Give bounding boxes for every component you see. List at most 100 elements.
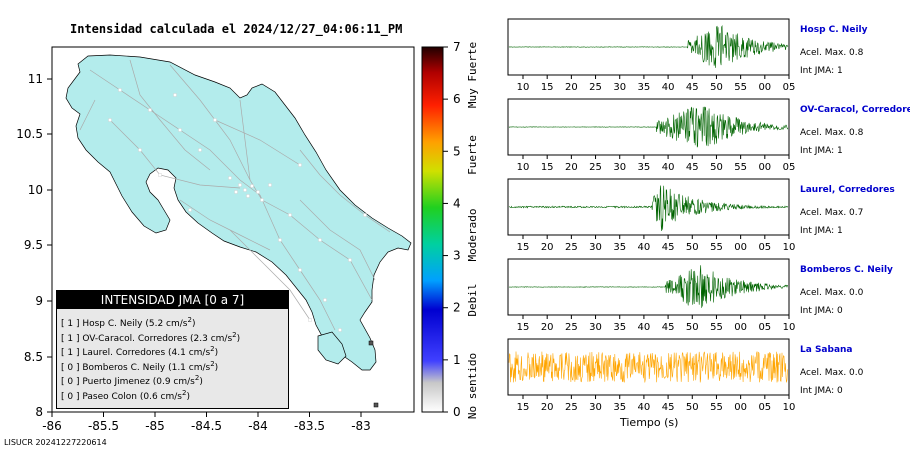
road-line	[229, 229, 311, 321]
station-accel: Acel. Max. 0.8	[800, 48, 864, 58]
time-tick-label: 30	[589, 322, 602, 333]
legend-accel-exponent: 2	[232, 330, 237, 339]
colorbar-tick-label: 3	[453, 249, 461, 263]
site-marker	[323, 298, 327, 302]
time-tick-label: 00	[734, 402, 747, 413]
time-tick-label: 40	[638, 242, 651, 253]
lat-tick-label: 9	[35, 294, 43, 308]
legend-accel-exponent: 2	[187, 316, 192, 324]
site-marker	[158, 173, 162, 177]
lat-tick-label: 8.5	[24, 350, 43, 364]
legend-row: [ 0 ] Bomberos C. Neily (1.1 cm/s2)	[57, 357, 288, 373]
legend-station-name: Puerto Jimenez	[82, 377, 153, 387]
station-name: Laurel, Corredores	[800, 185, 895, 195]
time-tick-label: 55	[710, 322, 723, 333]
station-accel: Acel. Max. 0.0	[800, 288, 864, 298]
station-jma-intensity: Int JMA: 1	[800, 66, 843, 76]
legend-accel-close: )	[236, 333, 241, 344]
time-tick-label: 15	[541, 82, 554, 93]
site-marker	[238, 183, 242, 187]
colorbar	[421, 46, 444, 413]
lon-tick-label: -83	[351, 419, 371, 433]
intensity-legend: INTENSIDAD JMA [0 a 7] [ 1 ] Hosp C. Nei…	[56, 290, 289, 409]
station-name: Hosp C. Neily	[800, 25, 868, 35]
road-line	[299, 149, 391, 233]
colorbar-tick-label: 6	[453, 92, 461, 106]
legend-title: INTENSIDAD JMA [0 a 7]	[57, 291, 288, 309]
colorbar-tick-label: 4	[453, 196, 461, 210]
time-tick-label: 30	[589, 402, 602, 413]
time-tick-label: 45	[686, 82, 699, 93]
station-jma-intensity: Int JMA: 1	[800, 146, 843, 156]
station-jma-intensity: Int JMA: 0	[800, 306, 843, 316]
costa-rica-land	[65, 54, 412, 371]
colorbar-category-label: Moderado	[466, 209, 479, 262]
legend-accel: (0.9 cm/s	[152, 377, 195, 387]
time-tick-label: 25	[589, 162, 602, 173]
station-accel: Acel. Max. 0.8	[800, 128, 864, 138]
site-marker	[188, 208, 192, 212]
legend-accel: (4.1 cm/s	[168, 348, 211, 358]
legend-accel-exponent: 2	[194, 374, 200, 382]
time-tick-label: 10	[517, 82, 530, 93]
time-tick-label: 45	[662, 402, 675, 413]
road-line	[214, 119, 301, 166]
time-tick-label: 35	[638, 82, 651, 93]
lat-tick-label: 11	[28, 72, 43, 86]
lat-tick-label: 8	[35, 405, 43, 419]
time-tick-label: 05	[758, 322, 771, 333]
time-tick-label: 15	[517, 322, 530, 333]
site-marker	[118, 88, 122, 92]
colorbar-category-label: Muy Fuerte	[466, 42, 479, 108]
colorbar-tick-label: 5	[453, 144, 461, 158]
legend-accel-close: )	[186, 391, 190, 402]
legend-level: [ 0 ]	[61, 377, 83, 387]
legend-row: [ 0 ] Paseo Colon (0.6 cm/s2)	[57, 386, 288, 402]
time-tick-label: 15	[541, 162, 554, 173]
time-tick-label: 50	[686, 242, 699, 253]
time-tick-label: 55	[734, 162, 747, 173]
legend-row: [ 1 ] OV-Caracol. Corredores (2.3 cm/s2)	[57, 328, 288, 344]
time-axis-label: Tiempo (s)	[620, 416, 679, 429]
site-marker	[138, 148, 142, 152]
time-tick-label: 05	[758, 242, 771, 253]
time-tick-label: 10	[783, 402, 796, 413]
site-marker	[243, 188, 247, 192]
lon-tick-label: -86	[42, 419, 62, 433]
time-tick-label: 05	[783, 82, 796, 93]
colorbar-tick-label: 2	[453, 301, 461, 315]
waveform-trace	[508, 351, 789, 383]
time-tick-label: 00	[758, 82, 771, 93]
legend-accel-close: )	[199, 377, 203, 387]
station-jma-intensity: Int JMA: 0	[800, 386, 843, 396]
time-tick-label: 15	[517, 402, 530, 413]
time-tick-label: 20	[541, 402, 554, 413]
site-marker	[213, 118, 217, 122]
road-line	[239, 99, 373, 301]
lon-tick-label: -84.5	[191, 419, 222, 433]
time-tick-label: 20	[541, 322, 554, 333]
legend-accel-exponent: 2	[210, 359, 215, 368]
legend-accel: (5.2 cm/s	[145, 319, 188, 329]
site-marker	[256, 190, 260, 194]
site-marker	[308, 318, 312, 322]
station-name: Bomberos C. Neily	[800, 265, 893, 275]
footer-id: LISUCR 20241227220614	[4, 438, 107, 447]
station-accel: Acel. Max. 0.7	[800, 208, 864, 218]
time-tick-label: 40	[638, 322, 651, 333]
site-marker	[318, 238, 322, 242]
legend-row: [ 0 ] Puerto Jimenez (0.9 cm/s2)	[57, 371, 288, 387]
lon-tick-label: -84	[248, 419, 268, 433]
station-jma-intensity: Int JMA: 1	[800, 226, 843, 236]
time-tick-label: 35	[613, 242, 626, 253]
legend-accel: (0.6 cm/s	[139, 391, 182, 402]
site-marker	[268, 183, 272, 187]
waveform-trace	[508, 185, 789, 232]
time-tick-label: 20	[565, 162, 578, 173]
lon-tick-label: -83.5	[294, 419, 325, 433]
time-tick-label: 05	[783, 162, 796, 173]
waveform-trace	[508, 265, 789, 308]
waveform-trace	[508, 24, 789, 68]
legend-accel-close: )	[214, 362, 219, 373]
time-tick-label: 55	[710, 242, 723, 253]
